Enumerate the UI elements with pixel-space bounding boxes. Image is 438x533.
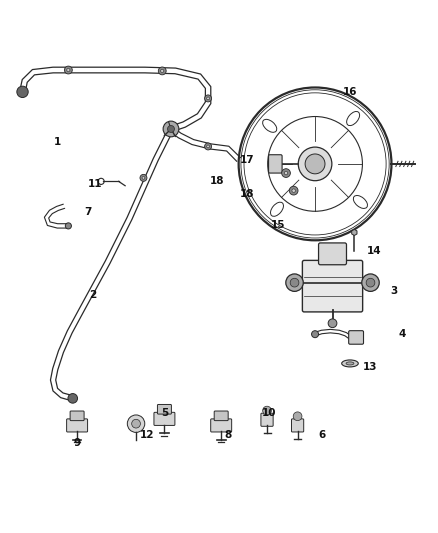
Circle shape <box>263 406 272 415</box>
Circle shape <box>205 143 212 150</box>
Circle shape <box>142 176 145 179</box>
Text: 14: 14 <box>367 246 381 256</box>
FancyBboxPatch shape <box>67 419 88 432</box>
FancyBboxPatch shape <box>214 411 228 421</box>
Circle shape <box>166 125 175 133</box>
Circle shape <box>286 274 303 292</box>
FancyBboxPatch shape <box>154 413 175 425</box>
Text: 6: 6 <box>318 430 325 440</box>
Circle shape <box>289 186 298 195</box>
Ellipse shape <box>342 360 358 367</box>
Text: 7: 7 <box>85 207 92 217</box>
FancyBboxPatch shape <box>318 243 346 265</box>
Circle shape <box>163 121 179 137</box>
Circle shape <box>290 278 299 287</box>
Text: 1: 1 <box>54 137 61 147</box>
Circle shape <box>311 330 318 338</box>
Circle shape <box>207 97 209 100</box>
Circle shape <box>64 66 72 74</box>
Circle shape <box>298 147 332 181</box>
FancyBboxPatch shape <box>211 419 232 432</box>
FancyBboxPatch shape <box>291 419 304 432</box>
Text: 15: 15 <box>271 220 285 230</box>
FancyBboxPatch shape <box>261 413 273 426</box>
Circle shape <box>305 154 325 174</box>
Text: 10: 10 <box>262 408 276 418</box>
Circle shape <box>161 69 164 72</box>
Circle shape <box>158 67 166 75</box>
Circle shape <box>65 223 71 229</box>
Text: 13: 13 <box>362 362 377 372</box>
Circle shape <box>284 171 288 175</box>
Text: 2: 2 <box>89 290 96 300</box>
FancyBboxPatch shape <box>268 155 282 173</box>
Circle shape <box>328 319 337 328</box>
Polygon shape <box>352 229 357 236</box>
Circle shape <box>68 393 78 403</box>
Text: 11: 11 <box>87 179 102 189</box>
FancyBboxPatch shape <box>302 261 363 312</box>
Text: 5: 5 <box>161 408 168 418</box>
Text: 16: 16 <box>343 87 357 97</box>
Circle shape <box>282 169 290 177</box>
Circle shape <box>207 145 209 148</box>
Text: 4: 4 <box>399 329 406 339</box>
Text: 3: 3 <box>390 286 397 295</box>
Circle shape <box>140 174 147 181</box>
Text: 8: 8 <box>224 430 231 440</box>
Circle shape <box>17 86 28 98</box>
Circle shape <box>292 189 295 192</box>
Circle shape <box>205 95 212 102</box>
FancyBboxPatch shape <box>157 405 171 414</box>
Text: 17: 17 <box>240 155 254 165</box>
Text: 12: 12 <box>140 430 154 440</box>
Ellipse shape <box>346 362 354 365</box>
Circle shape <box>167 125 174 133</box>
Circle shape <box>132 419 141 428</box>
Text: 18: 18 <box>240 189 254 199</box>
FancyBboxPatch shape <box>349 330 364 344</box>
FancyBboxPatch shape <box>70 411 84 421</box>
Circle shape <box>362 274 379 292</box>
Text: 9: 9 <box>74 438 81 448</box>
Circle shape <box>366 278 375 287</box>
Circle shape <box>127 415 145 432</box>
Circle shape <box>293 412 302 421</box>
Circle shape <box>67 68 70 71</box>
Text: 18: 18 <box>209 176 224 187</box>
